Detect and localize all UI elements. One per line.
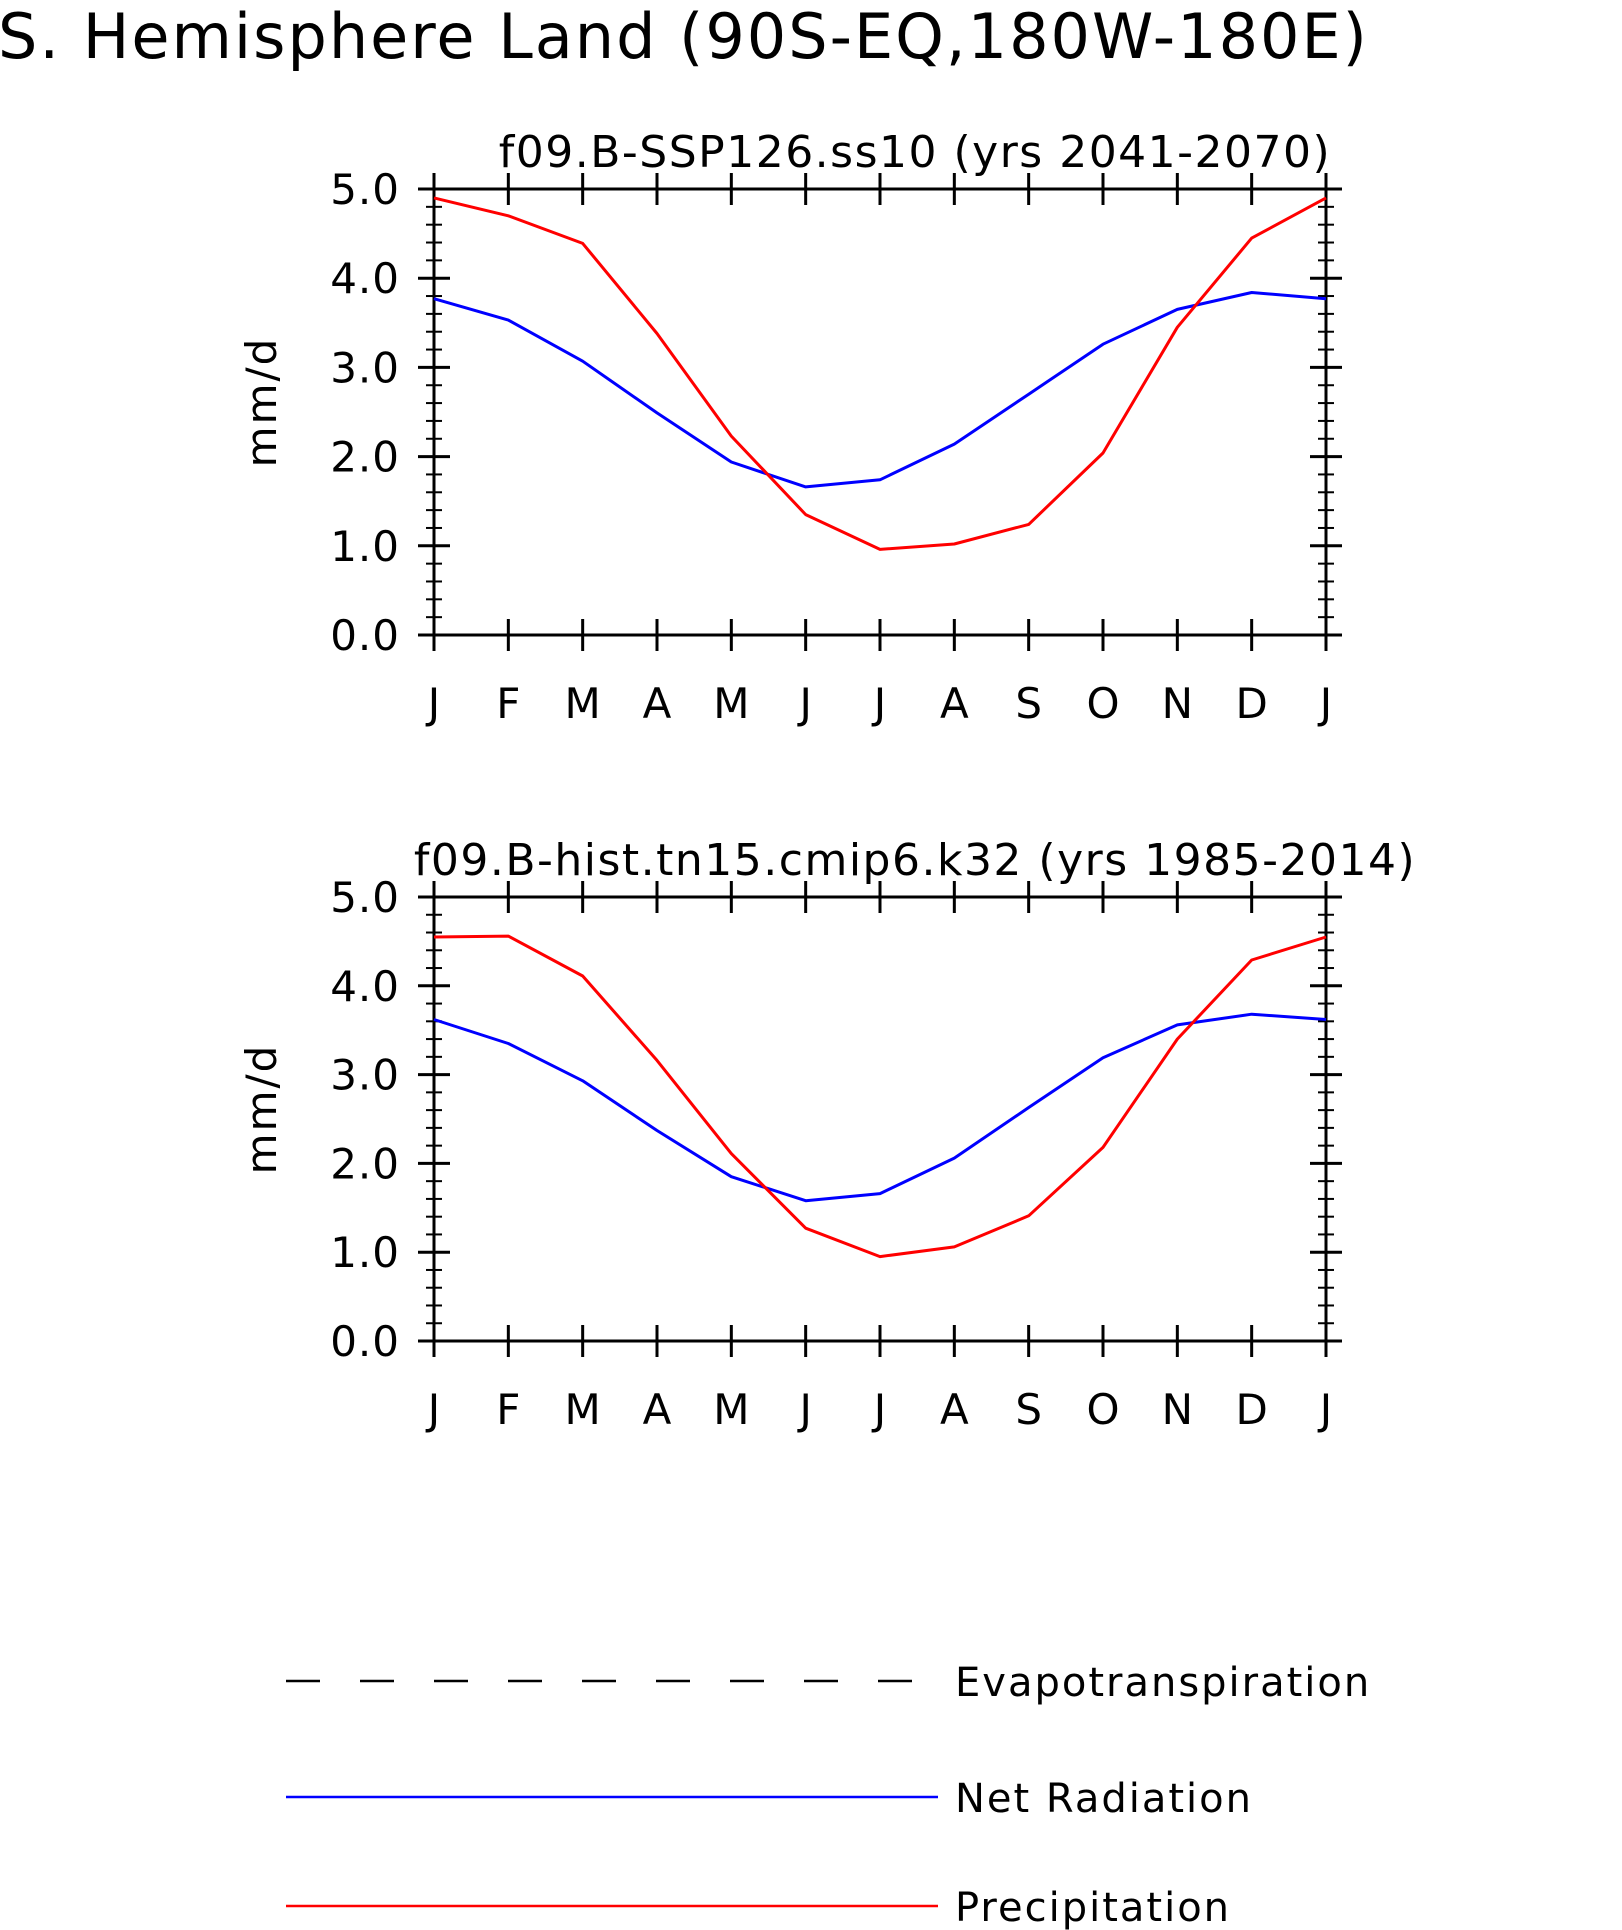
- x-tick-label: J: [796, 679, 811, 728]
- x-tick-label: J: [1317, 1385, 1332, 1434]
- x-tick-label: J: [871, 1385, 886, 1434]
- y-tick-label: 0.0: [330, 611, 400, 660]
- chart-panel-1: f09.B-SSP126.ss10 (yrs 2041-2070) 0.0 1.0 2…: [237, 127, 1342, 728]
- series-line-net-radiation: [433, 1012, 1327, 1203]
- y-tick-label: 3.0: [330, 343, 400, 392]
- series-line-precipitation: [433, 934, 1327, 1259]
- x-tick-label: M: [713, 1385, 749, 1434]
- x-tick-label: S: [1015, 679, 1042, 728]
- x-tick-label: F: [496, 679, 520, 728]
- legend-label: Precipitation: [955, 1885, 1231, 1930]
- x-tick-label: M: [713, 679, 749, 728]
- y-tick-label: 4.0: [330, 254, 400, 303]
- y-tick-label: 3.0: [330, 1051, 400, 1100]
- x-tick-label: J: [425, 679, 440, 728]
- chart-title: f09.B-hist.tn15.cmip6.k32 (yrs 1985-2014…: [414, 835, 1416, 886]
- legend-label: Net Radiation: [955, 1776, 1253, 1822]
- x-tick-label: M: [565, 1385, 601, 1434]
- x-tick-label: J: [796, 1385, 811, 1434]
- y-tick-label: 2.0: [330, 1139, 400, 1188]
- x-tick-label: A: [940, 679, 969, 728]
- legend-label: Evapotranspiration: [955, 1660, 1371, 1706]
- y-axis-label: mm/d: [237, 337, 286, 468]
- x-tick-label: O: [1086, 1385, 1119, 1434]
- x-tick-label: N: [1162, 1385, 1193, 1434]
- x-tick-label: J: [871, 679, 886, 728]
- x-tick-label: A: [940, 1385, 969, 1434]
- x-tick-label: J: [1317, 679, 1332, 728]
- plot-frame: [432, 187, 1328, 637]
- x-tick-label: D: [1235, 1385, 1267, 1434]
- x-tick-label: D: [1235, 679, 1267, 728]
- x-tick-label: J: [425, 1385, 440, 1434]
- x-tick-label: M: [565, 679, 601, 728]
- y-tick-label: 4.0: [330, 962, 400, 1011]
- y-tick-label: 5.0: [330, 165, 400, 214]
- x-tick-label: O: [1086, 679, 1119, 728]
- chart-panel-2: f09.B-hist.tn15.cmip6.k32 (yrs 1985-2014…: [237, 835, 1416, 1434]
- y-tick-label: 1.0: [330, 522, 400, 571]
- legend: Evapotranspiration Net Radiation Precipita…: [286, 1660, 1371, 1930]
- series-line-net-radiation: [433, 291, 1327, 489]
- y-tick-label: 5.0: [330, 873, 400, 922]
- x-tick-label: N: [1162, 679, 1193, 728]
- x-tick-label: S: [1015, 1385, 1042, 1434]
- plot-frame: [432, 895, 1328, 1343]
- x-tick-label: A: [643, 1385, 672, 1434]
- y-axis-label: mm/d: [237, 1044, 286, 1175]
- y-tick-label: 1.0: [330, 1228, 400, 1277]
- chart-title: f09.B-SSP126.ss10 (yrs 2041-2070): [499, 127, 1331, 178]
- series-line-precipitation: [433, 196, 1327, 551]
- x-tick-label: A: [643, 679, 672, 728]
- y-tick-label: 0.0: [330, 1317, 400, 1366]
- y-tick-label: 2.0: [330, 433, 400, 482]
- x-tick-label: F: [496, 1385, 520, 1434]
- main-title: S. Hemisphere Land (90S-EQ,180W-180E): [0, 0, 1369, 73]
